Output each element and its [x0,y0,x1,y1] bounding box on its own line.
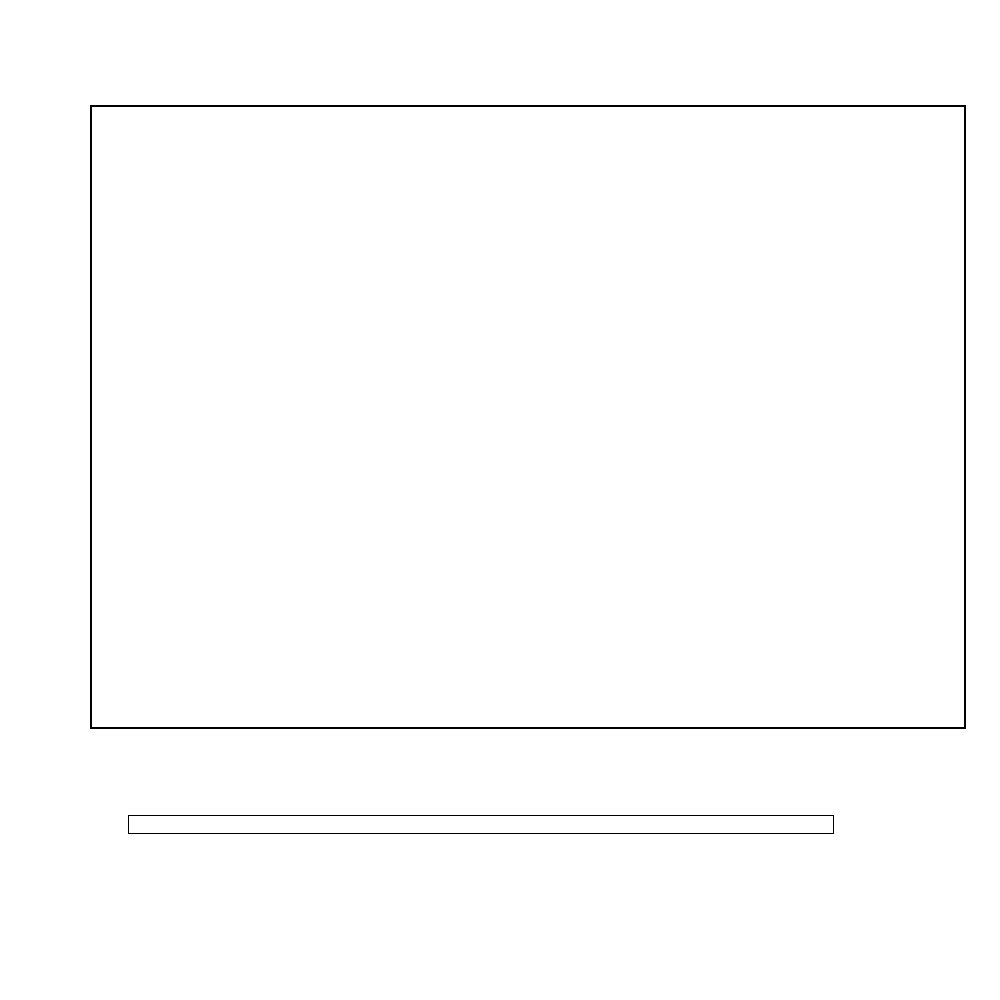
vertical-velocity-field-canvas [92,107,964,727]
colorbar [128,815,834,834]
plot-area [90,105,966,729]
chart-header [0,22,1000,69]
chart-title [0,22,1000,46]
chart-subtitle [0,48,1000,68]
